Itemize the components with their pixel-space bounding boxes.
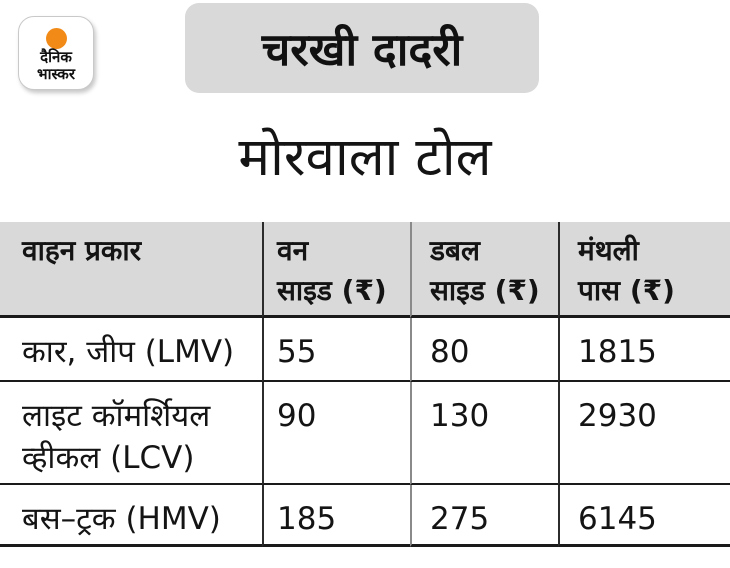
table-row-lcv-vehicle: लाइट कॉमर्शियल व्हीकल (LCV) — [0, 382, 262, 485]
table-row-hmv-one-side: 185 — [262, 485, 410, 547]
toll-rate-table: वाहन प्रकार वन साइड (₹) डबल साइड (₹) मंथ… — [0, 222, 730, 547]
table-row-lcv-monthly-pass: 2930 — [558, 382, 730, 485]
header-one-side-line1: वन — [277, 234, 309, 267]
table-row-hmv-double-side: 275 — [410, 485, 558, 547]
table-row-lmv-one-side: 55 — [262, 318, 410, 382]
header-cell-vehicle-type: वाहन प्रकार — [0, 222, 262, 318]
header-cell-monthly-pass: मंथली पास (₹) — [558, 222, 730, 318]
table-row-hmv-vehicle: बस–ट्रक (HMV) — [0, 485, 262, 547]
city-name: चरखी दादरी — [261, 22, 463, 76]
page-title: मोरवाला टोल — [238, 127, 492, 188]
table-row-lcv-one-side: 90 — [262, 382, 410, 485]
header-monthly-pass-line2: पास (₹) — [578, 274, 675, 308]
dainik-bhaskar-logo: दैनिक भास्कर — [18, 16, 94, 90]
table-row-hmv-monthly-pass: 6145 — [558, 485, 730, 547]
table-row-lmv-monthly-pass: 1815 — [558, 318, 730, 382]
table-row-lcv-double-side: 130 — [410, 382, 558, 485]
header-cell-one-side: वन साइड (₹) — [262, 222, 410, 318]
header-double-side-line2: साइड (₹) — [430, 274, 540, 308]
header-double-side-line1: डबल — [430, 234, 480, 267]
header-monthly-pass-line1: मंथली — [578, 234, 639, 267]
table-row-lmv-vehicle: कार, जीप (LMV) — [0, 318, 262, 382]
header-vehicle-line1: वाहन प्रकार — [22, 234, 142, 267]
table-row-lmv-double-side: 80 — [410, 318, 558, 382]
logo-text-line2: भास्कर — [37, 64, 75, 83]
header-one-side-line2: साइड (₹) — [277, 274, 387, 308]
city-banner: चरखी दादरी — [185, 3, 539, 93]
header-cell-double-side: डबल साइड (₹) — [410, 222, 558, 318]
logo-text-line1: दैनिक — [40, 48, 72, 66]
sun-dot-icon — [45, 28, 67, 49]
